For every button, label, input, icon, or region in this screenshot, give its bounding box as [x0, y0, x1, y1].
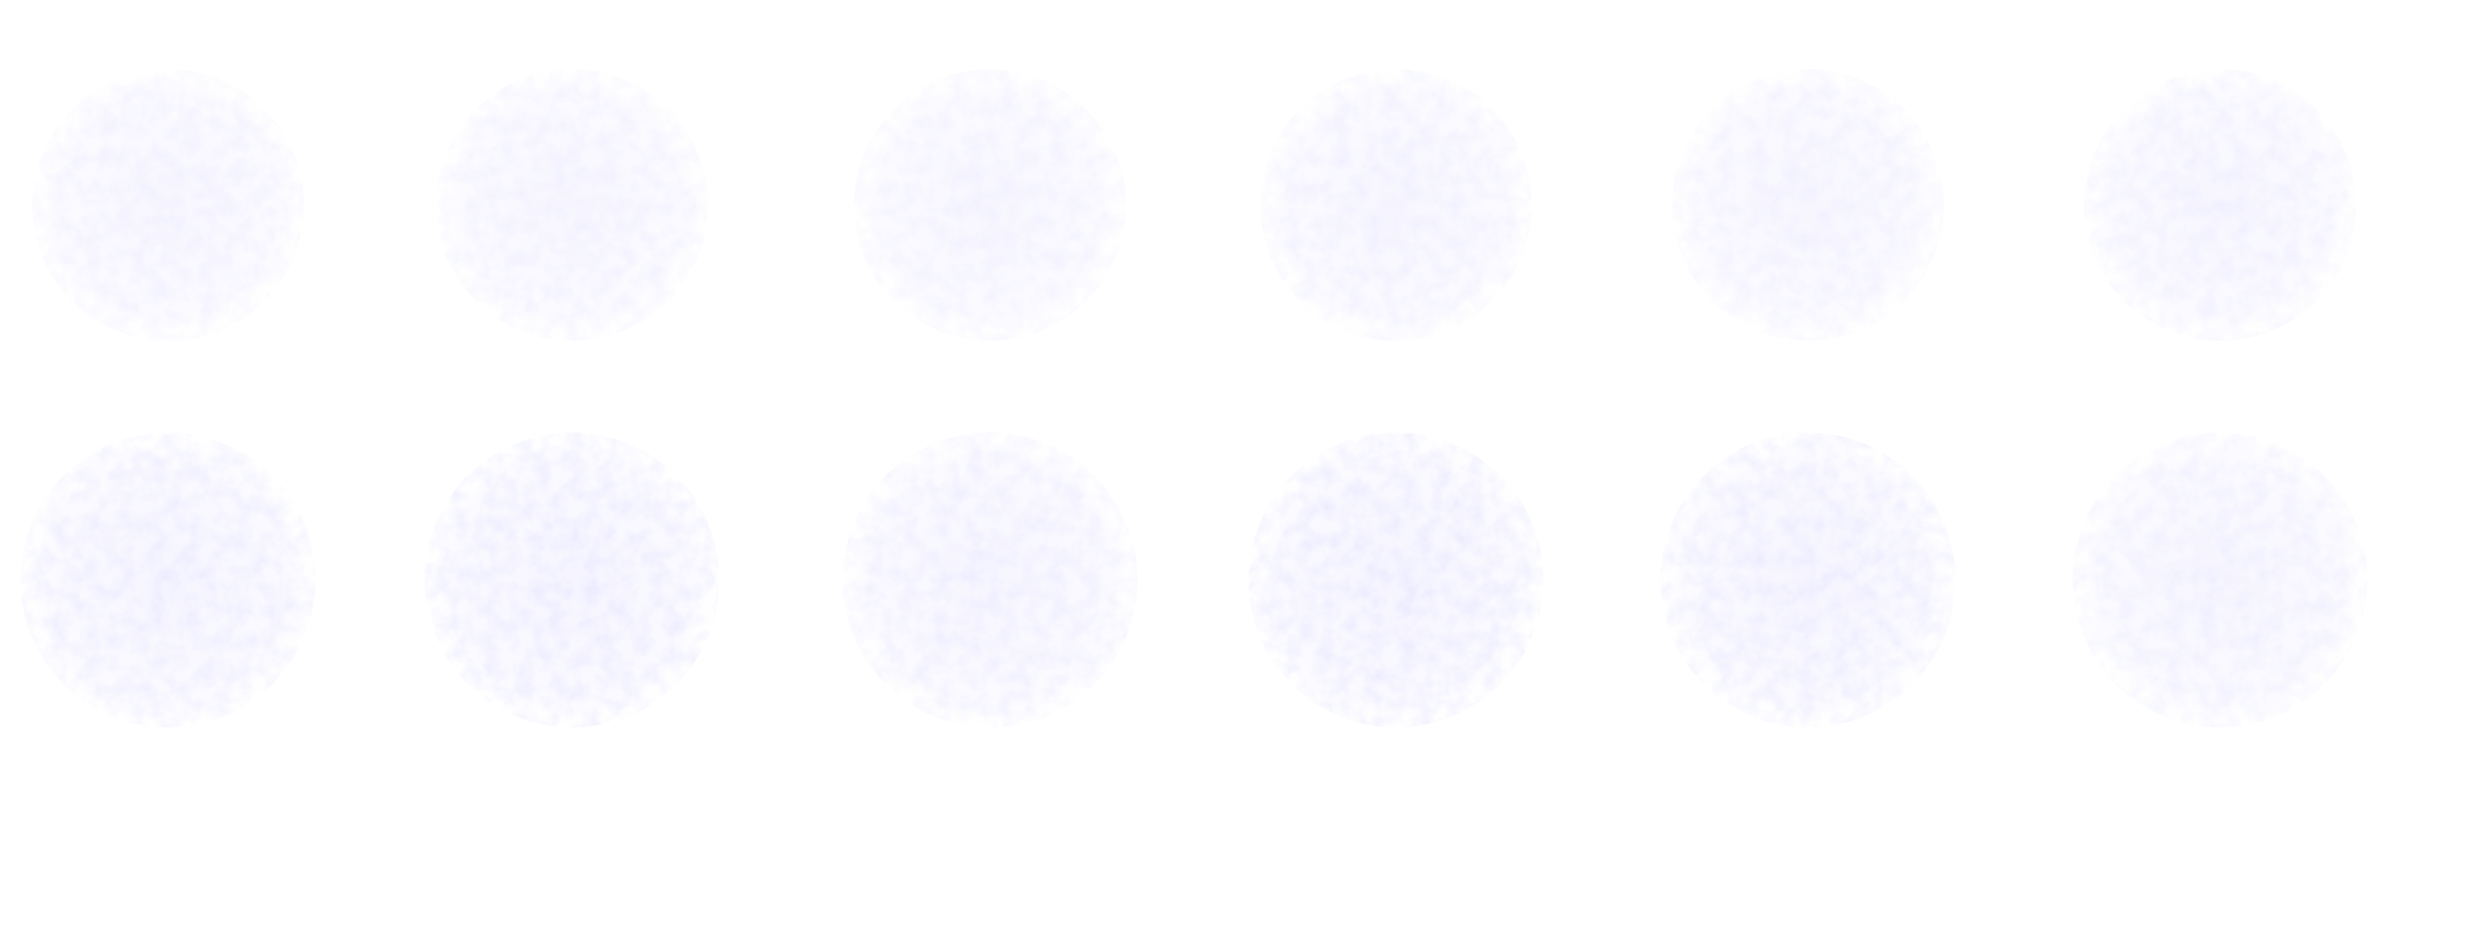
- spot-r2-c3: [838, 428, 1142, 732]
- spot-r1-c4: [1256, 65, 1536, 345]
- spot-r1-c3: [850, 65, 1130, 345]
- spot-r1-c2: [432, 65, 712, 345]
- spot-r1-c5: [1668, 65, 1948, 345]
- spots-layer: [16, 65, 2372, 732]
- spot-r2-c4: [1244, 428, 1548, 732]
- spot-r2-c1: [16, 428, 320, 732]
- spot-r1-c1: [28, 65, 308, 345]
- spot-r2-c6: [2068, 428, 2372, 732]
- spot-r2-c2: [420, 428, 724, 732]
- spot-r1-c6: [2080, 65, 2360, 345]
- spot-r2-c5: [1656, 428, 1960, 732]
